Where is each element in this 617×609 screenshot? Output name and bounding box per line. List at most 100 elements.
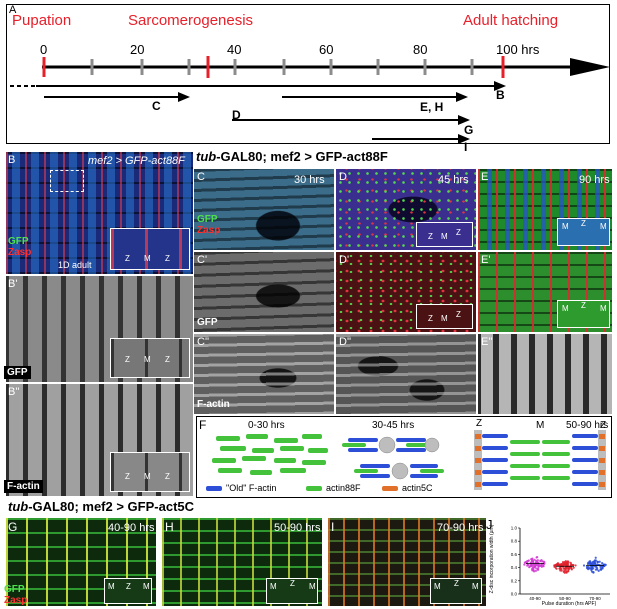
j-ytick-label-2: 0.4 [511,565,518,570]
j-point-0-82 [525,561,528,564]
panel-d2-z1: Z [428,314,433,323]
j-point-0-24 [523,563,526,566]
panel-d-time: 45 hrs [438,174,469,186]
panel-d-letter: D [339,171,347,183]
j-xtick-label-1: 50-90 [559,596,571,601]
j-ytick-label-5: 1.0 [511,526,518,531]
tick-80: 80 [413,42,428,57]
panel-b-channel-gfp: GFP [8,236,29,247]
j-point-2-52 [582,564,586,567]
panel-b2-z1: Z [125,355,130,364]
top-title-tub: tub [196,149,217,164]
panel-d-z1: Z [428,232,433,241]
arrow-label-b: B [496,88,505,102]
panel-i-m1: M [434,582,441,591]
arrow-label-c: C [152,99,161,113]
panel-e-letter: E [481,171,489,183]
tick-60: 60 [319,42,334,57]
j-point-1-75 [559,569,562,572]
panel-b-inset [110,228,190,270]
j-point-0-59 [534,569,538,572]
panel-f-stage-1: 0-30 hrs [248,420,285,431]
j-point-0-68 [539,559,542,562]
panel-e-inset [557,218,610,246]
j-point-2-72 [592,570,595,574]
j-point-2-75 [598,560,601,563]
panel-f-legend-act88f: actin88F [326,483,361,493]
panel-j-chart: 0.0 0.2 0.4 0.6 0.8 1.0 40-90 50-90 70-90 [511,526,610,601]
panel-d2-letter: D' [339,254,350,266]
panel-i-image [328,518,486,606]
panel-a-letter: A [9,4,17,16]
j-point-1-66 [562,570,565,573]
stage1-filaments [212,434,328,475]
panel-b2-image [6,276,193,382]
j-point-2-68 [590,568,593,571]
j-point-2-88 [590,562,594,565]
panel-i-z: Z [454,579,459,588]
j-point-1-67 [561,562,565,565]
j-xtick-label-2: 70-90 [589,596,601,601]
arrow-label-g: G [464,123,474,137]
panel-b-roi [50,170,84,192]
panel-b-m: M [144,254,151,263]
panel-c3-letter: C'' [197,336,210,348]
j-point-0-71 [534,559,538,562]
bottom-title-tub: tub [8,499,29,514]
panel-g-m1: M [108,582,115,591]
j-point-2-73 [596,568,599,571]
j-point-0-51 [542,564,545,568]
panel-f-legend-old: "Old" F-actin [226,483,277,493]
panel-c-channel-zasp: Zasp [197,225,221,236]
panel-f-letter: F [199,418,207,432]
panel-b3-inset [110,452,190,492]
panel-b-channel-zasp: Zasp [8,247,32,258]
j-point-0-88 [536,567,540,570]
j-point-1-53 [566,570,570,573]
panel-b3-letter: B'' [8,386,20,398]
panel-g-m2: M [143,582,150,591]
panel-g-inset [104,578,152,604]
panel-f-z-right: Z [600,420,607,431]
j-point-1-68 [553,565,556,568]
panel-i-time: 70-90 hrs [437,522,484,534]
j-point-1-86 [558,567,561,570]
panel-e-time: 90 hrs [579,174,610,186]
j-point-1-79 [565,570,568,573]
panel-j-letter: J [486,517,493,532]
panel-e2-m1: M [562,304,569,313]
tick-40: 40 [227,42,242,57]
panel-j-ylabel: Z-disc incorporation width (µm) [489,524,495,594]
j-point-2-57 [596,561,599,564]
panel-i-inset [430,578,482,604]
j-point-0-89 [536,561,539,564]
panel-h-m1: M [270,582,277,591]
panel-b2-letter: B' [8,278,18,290]
j-point-2-45 [594,556,597,559]
j-point-0-87 [532,568,535,572]
panel-c2-image [194,252,334,332]
arrow-label-d: D [232,108,241,122]
panel-b-stage: 1D adult [58,260,92,270]
panel-c2-letter: C' [197,254,208,266]
j-xtick-label-0: 40-90 [529,596,541,601]
panel-f-stage-2: 30-45 hrs [372,420,415,431]
tick-100: 100 hrs [496,42,540,57]
panel-d-image [336,169,476,250]
j-point-1-85 [570,563,573,566]
j-point-0-73 [533,566,536,569]
panel-e2-m2: M [600,304,607,313]
label-pupation: Pupation [12,12,72,29]
j-point-0-47 [540,564,543,567]
j-point-2-85 [599,565,602,569]
panel-i-letter: I [331,520,335,534]
panel-d-inset [416,222,473,247]
timeline-diagram [10,56,610,144]
j-point-2-77 [600,568,603,571]
panel-e3-image [478,334,612,414]
panel-h-z: Z [290,579,295,588]
j-point-0-72 [528,566,531,569]
top-title-rest: -GAL80; mef2 > GFP-act88F [216,149,388,164]
panel-f-legend-swatches [206,486,398,491]
j-point-1-9 [572,566,575,569]
